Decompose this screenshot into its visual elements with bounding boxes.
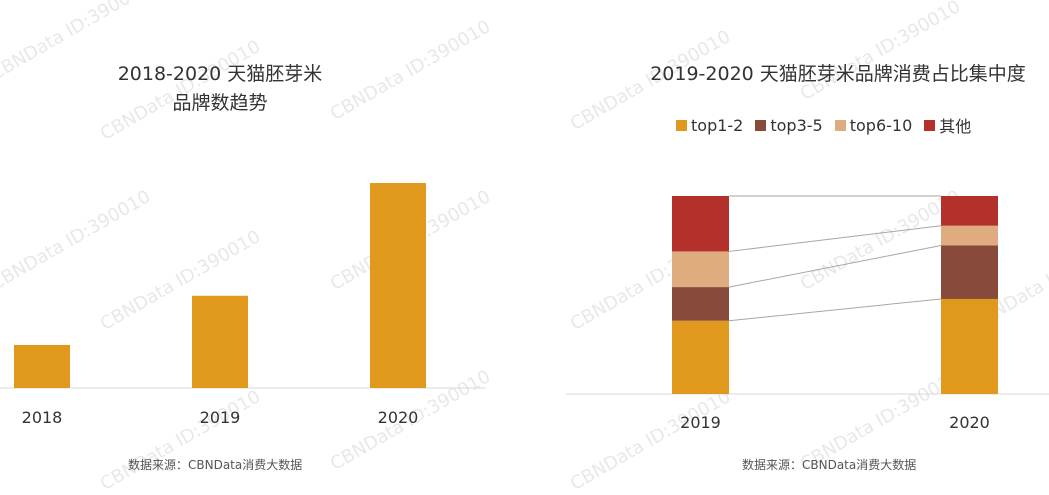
chart1-tick-label: 2019 [200, 408, 241, 427]
legend-label: top3-5 [770, 115, 823, 135]
chart1-source: 数据来源：CBNData消费大数据 [128, 458, 303, 472]
legend-label: top6-10 [849, 115, 913, 135]
chart1-tick-label: 2020 [378, 408, 419, 427]
legend-item-other: 其他 [924, 113, 971, 137]
chart1-bar-2019 [192, 295, 248, 388]
chart1-bar-2020 [370, 183, 426, 388]
chart2-segment-top6-10-2020 [941, 225, 998, 246]
legend-label: top1-2 [691, 115, 744, 135]
legend-swatch [676, 119, 687, 131]
chart1-title-line2: 品牌数趋势 [172, 92, 268, 114]
legend-swatch [834, 119, 846, 131]
chart2-connector-line [728, 225, 942, 252]
chart1-tick-label: 2018 [22, 408, 63, 427]
chart1-bar-2018 [14, 344, 70, 388]
chart2-segment-top1-2-2019 [672, 320, 729, 394]
charts-svg: 2018 2019 2020 2019 2020 [0, 183, 1049, 432]
chart2-connector-line [728, 245, 942, 288]
chart2-segment-top1-2-2020 [941, 298, 998, 394]
chart2-segment-其他-2020 [941, 196, 998, 226]
chart2-connector-line [728, 298, 942, 322]
legend-swatch [755, 119, 767, 131]
legend-swatch [924, 119, 936, 131]
legend-label: 其他 [939, 117, 972, 136]
chart2-segment-其他-2019 [672, 196, 729, 252]
chart2-segment-top3-5-2020 [941, 245, 998, 299]
chart1-title: 2018-2020 天猫胚芽米 品牌数趋势 [110, 60, 330, 118]
chart2-title: 2019-2020 天猫胚芽米品牌消费占比集中度 [650, 63, 1026, 85]
legend-item-top6-10: top6-10 [834, 113, 913, 137]
chart2-segment-top6-10-2019 [672, 251, 729, 288]
chart2-segment-top3-5-2019 [672, 287, 729, 321]
chart2-tick-label: 2019 [680, 413, 721, 432]
legend-item-top3-5: top3-5 [755, 113, 823, 137]
chart1-title-line1: 2018-2020 天猫胚芽米 [117, 63, 323, 85]
legend-item-top1-2: top1-2 [676, 113, 743, 137]
chart2-legend: top1-2 top3-5 top6-10 其他 [676, 113, 971, 137]
chart2-tick-label: 2020 [949, 413, 990, 432]
chart2-source: 数据来源：CBNData消费大数据 [742, 458, 917, 472]
